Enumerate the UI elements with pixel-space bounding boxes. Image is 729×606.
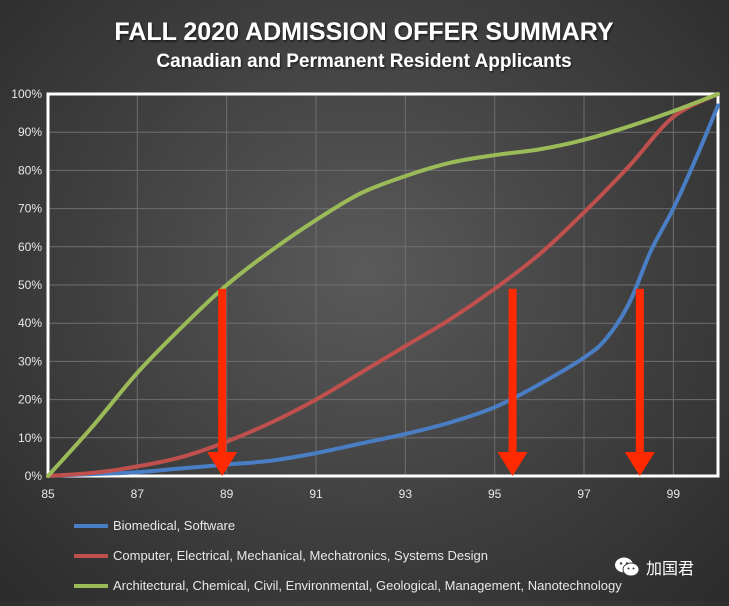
series-layer [46, 92, 720, 478]
legend-label: Architectural, Chemical, Civil, Environm… [113, 578, 622, 593]
x-tick-label: 97 [577, 487, 591, 501]
y-tick-label: 10% [18, 431, 42, 445]
legend-label: Biomedical, Software [113, 518, 235, 533]
series-line-3 [46, 92, 720, 478]
y-tick-label: 70% [18, 202, 42, 216]
arrow-annotation-3 [624, 288, 655, 476]
y-tick-label: 50% [18, 278, 42, 292]
x-tick-label: 93 [399, 487, 413, 501]
arrow-annotation-2 [497, 288, 528, 476]
arrow-head [624, 452, 655, 476]
arrow-head [497, 452, 528, 476]
series-line-1 [46, 103, 720, 478]
y-tick-label: 40% [18, 316, 42, 330]
chart-title: FALL 2020 ADMISSION OFFER SUMMARY [114, 18, 613, 46]
x-tick-label: 99 [667, 487, 681, 501]
legend: Biomedical, Software Computer, Electrical… [74, 518, 622, 593]
arrow-head [207, 452, 238, 476]
x-tick-label: 87 [131, 487, 145, 501]
watermark-text: 加国君 [646, 559, 695, 578]
y-axis: 0% 10% 20% 30% 40% 50% 60% 70% 80% 90% 100% [11, 87, 42, 483]
y-tick-label: 80% [18, 163, 42, 177]
x-tick-label: 95 [488, 487, 502, 501]
arrow-shaft [635, 288, 644, 454]
arrow-annotation-1 [207, 288, 238, 476]
wechat-icon [615, 557, 640, 577]
y-tick-label: 90% [18, 125, 42, 139]
x-tick-label: 85 [41, 487, 55, 501]
arrow-layer [207, 288, 655, 476]
series-line-2 [46, 92, 720, 478]
x-tick-label: 91 [309, 487, 323, 501]
x-axis: 85 87 89 91 93 95 97 99 [41, 487, 680, 501]
y-tick-label: 60% [18, 240, 42, 254]
y-tick-label: 100% [11, 87, 42, 101]
legend-item-2: Computer, Electrical, Mechanical, Mechat… [74, 548, 488, 563]
y-tick-label: 20% [18, 393, 42, 407]
arrow-shaft [218, 288, 227, 454]
legend-item-3: Architectural, Chemical, Civil, Environm… [74, 578, 622, 593]
x-tick-label: 89 [220, 487, 234, 501]
watermark: 加国君 [614, 555, 694, 579]
y-tick-label: 0% [25, 469, 43, 483]
plot-frame [46, 92, 720, 478]
grid-layer [48, 94, 718, 476]
arrow-shaft [508, 288, 517, 454]
y-tick-label: 30% [18, 354, 42, 368]
legend-item-1: Biomedical, Software [74, 518, 235, 533]
legend-label: Computer, Electrical, Mechanical, Mechat… [113, 548, 488, 563]
chart-subtitle: Canadian and Permanent Resident Applican… [156, 51, 571, 72]
